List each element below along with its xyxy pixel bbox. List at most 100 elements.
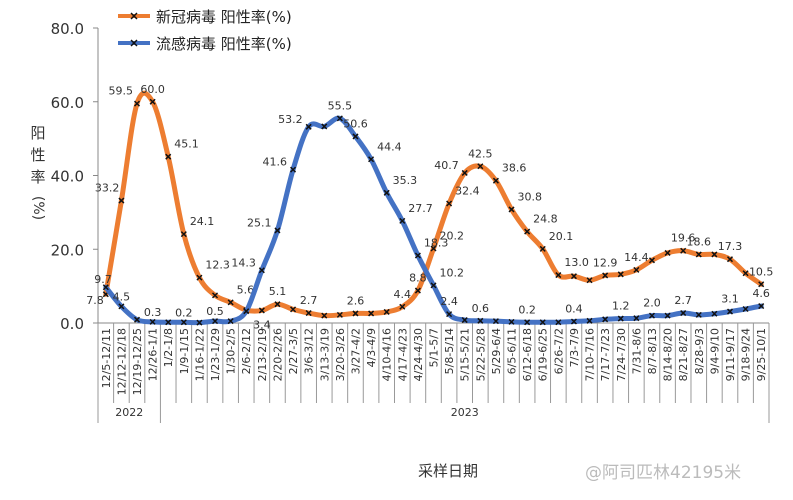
data-point-marker xyxy=(648,312,655,319)
x-tick-label: 12/5-12/11 xyxy=(100,328,113,388)
data-label: 38.6 xyxy=(502,162,526,175)
x-tick-label: 1/9-1/15 xyxy=(178,328,191,374)
data-point-marker xyxy=(742,270,749,277)
data-point-marker xyxy=(586,317,593,324)
data-label: 18.3 xyxy=(424,237,449,250)
data-point-marker xyxy=(430,282,437,289)
data-point-marker xyxy=(196,274,203,281)
data-label: 14.3 xyxy=(231,256,256,269)
data-point-marker xyxy=(570,318,577,325)
data-label: 8.8 xyxy=(409,272,427,285)
legend-marker xyxy=(130,12,138,20)
data-point-marker xyxy=(633,315,640,322)
data-label: 32.4 xyxy=(455,185,480,198)
data-label: 0.2 xyxy=(175,306,193,319)
data-point-marker xyxy=(461,317,468,324)
x-tick-label: 3/6-3/12 xyxy=(303,328,316,374)
data-point-marker xyxy=(352,133,359,140)
data-label: 44.4 xyxy=(377,140,402,153)
data-point-marker xyxy=(430,245,437,252)
data-point-marker xyxy=(133,316,141,323)
x-tick-label: 4/17-4/23 xyxy=(396,328,409,381)
data-point-marker xyxy=(508,318,515,325)
x-tick-label: 7/31-8/6 xyxy=(630,328,643,374)
data-point-marker xyxy=(227,318,234,325)
y-tick-label: 40.0 xyxy=(51,168,84,186)
x-tick-label: 2/27-3/5 xyxy=(287,328,300,374)
y-tick-label: 80.0 xyxy=(51,20,84,38)
data-point-marker xyxy=(524,228,531,235)
data-point-marker xyxy=(305,123,312,130)
x-tick-label: 5/29-6/4 xyxy=(490,328,503,374)
x-tick-label: 8/14-8/20 xyxy=(662,328,675,381)
data-label: 4.6 xyxy=(752,287,770,300)
data-label: 2.4 xyxy=(440,295,458,308)
legend-label-1: 流感病毒 阳性率(%) xyxy=(156,35,292,53)
data-label: 55.5 xyxy=(328,99,353,112)
data-label: 3.1 xyxy=(721,293,739,306)
x-tick-label: 9/25-10/1 xyxy=(755,328,768,381)
data-label: 14.4 xyxy=(624,251,649,264)
x-tick-label: 8/7-8/13 xyxy=(646,328,659,374)
data-label: 42.5 xyxy=(468,147,493,160)
data-label: 1.2 xyxy=(612,300,630,313)
data-point-marker xyxy=(118,197,125,204)
data-point-marker xyxy=(648,257,655,264)
data-label: 12.9 xyxy=(593,256,618,269)
x-axis-title: 采样日期 xyxy=(418,462,479,480)
data-point-marker xyxy=(305,310,312,317)
x-tick-label: 8/21-8/27 xyxy=(677,328,690,381)
x-tick-label: 5/22-5/28 xyxy=(474,328,487,381)
x-tick-label: 5/15-5/21 xyxy=(459,328,472,381)
data-label: 27.7 xyxy=(408,202,433,215)
data-point-marker xyxy=(477,163,484,170)
data-label: 9.7 xyxy=(94,273,112,286)
data-point-marker xyxy=(461,169,468,176)
x-tick-label: 1/23-1/29 xyxy=(209,328,222,381)
data-point-marker xyxy=(711,251,718,258)
data-label: 0.6 xyxy=(472,302,490,315)
data-label: 20.1 xyxy=(549,230,574,243)
data-label: 35.3 xyxy=(393,174,418,187)
data-label: 0.5 xyxy=(206,305,224,318)
x-tick-label: 7/17-7/23 xyxy=(599,328,612,381)
data-point-marker xyxy=(726,256,734,263)
data-point-marker xyxy=(602,316,609,323)
x-tick-label: 8/28-9/3 xyxy=(693,328,706,374)
data-point-marker xyxy=(695,311,702,318)
data-point-marker xyxy=(165,319,172,326)
data-label: 10.2 xyxy=(440,266,465,279)
data-point-marker xyxy=(212,318,219,325)
data-point-marker xyxy=(758,281,765,288)
x-tick-label: 4/10-4/16 xyxy=(381,328,394,381)
data-label: 7.8 xyxy=(86,294,104,307)
data-label: 4.4 xyxy=(394,288,412,301)
data-point-marker xyxy=(539,245,546,252)
data-point-marker xyxy=(290,306,297,313)
x-tick-label: 9/18-9/24 xyxy=(740,328,753,381)
data-label: 19.6 xyxy=(671,232,696,245)
data-point-marker xyxy=(212,292,219,299)
x-tick-label: 7/3-7/9 xyxy=(568,328,581,367)
x-tick-label: 7/24-7/30 xyxy=(615,328,628,381)
data-point-marker xyxy=(290,166,297,173)
data-point-marker xyxy=(149,318,156,325)
x-tick-label: 9/11-9/17 xyxy=(724,328,737,381)
x-tick-label: 6/12-6/18 xyxy=(521,328,534,381)
legend-marker xyxy=(130,39,138,47)
data-point-marker xyxy=(633,266,640,273)
legend-label-0: 新冠病毒 阳性率(%) xyxy=(156,8,292,26)
data-label: 13.0 xyxy=(564,256,589,269)
data-point-marker xyxy=(196,319,203,326)
x-tick-label: 1/16-1/22 xyxy=(193,328,206,381)
y-tick-label: 60.0 xyxy=(51,94,84,112)
x-tick-label: 1/30-2/5 xyxy=(225,328,238,374)
data-label: 17.3 xyxy=(718,240,743,253)
data-point-marker xyxy=(368,310,375,317)
data-point-marker xyxy=(180,231,187,238)
data-label: 24.8 xyxy=(533,213,558,226)
data-point-marker xyxy=(602,272,609,279)
data-point-marker xyxy=(446,200,453,207)
data-label: 20.2 xyxy=(440,230,465,243)
